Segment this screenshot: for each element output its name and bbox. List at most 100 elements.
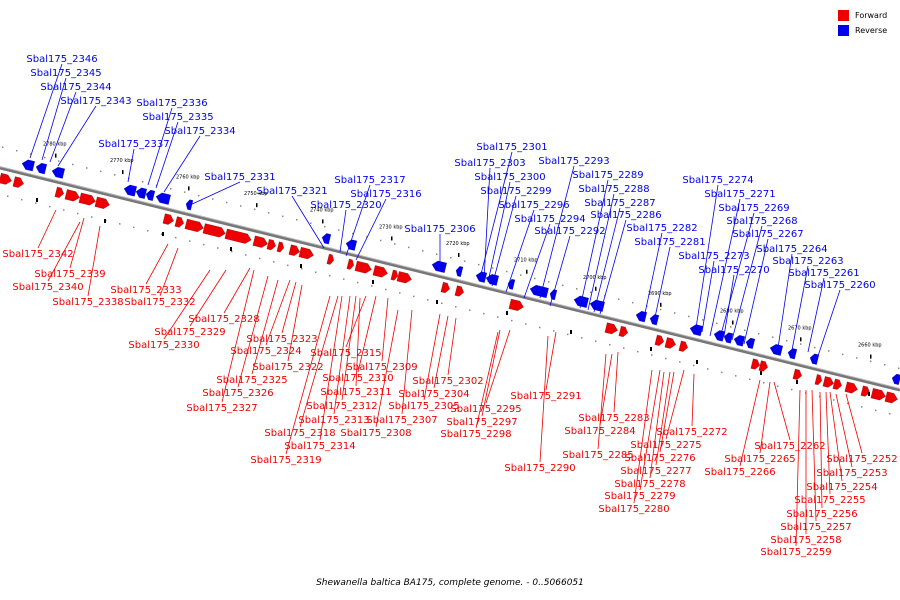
scale-tick-label: 2740 kbp: [310, 207, 334, 213]
forward-gene: [12, 176, 25, 188]
gene-label: Sbal175_2282: [626, 223, 697, 234]
leader-line: [87, 225, 101, 297]
gene-label: Sbal175_2285: [562, 450, 633, 461]
forward-gene: [618, 325, 629, 338]
leader-line: [481, 329, 501, 417]
leader-line: [539, 335, 549, 463]
forward-gene: [162, 213, 175, 225]
leader-line: [665, 369, 685, 440]
gene-label: Sbal175_2273: [678, 251, 749, 262]
reverse-gene: [485, 273, 500, 286]
guide-dot: [142, 181, 144, 183]
guide-dot: [86, 167, 88, 169]
leader-line: [345, 184, 371, 257]
leader-line: [423, 313, 441, 401]
gene-arrow: [202, 223, 226, 238]
leader-line: [759, 381, 771, 454]
gene-arrow: [860, 385, 871, 397]
guide-dot: [595, 340, 597, 343]
gene-label: Sbal175_2267: [732, 229, 803, 240]
gene-label: Sbal175_2337: [98, 139, 169, 150]
gene-arrow: [758, 360, 769, 372]
forward-gene: [94, 196, 110, 209]
legend-reverse: Reverse: [838, 23, 887, 38]
forward-gene: [266, 238, 277, 251]
gene-label: Sbal175_2310: [322, 373, 393, 384]
scale-tick-label: 2670 kbp: [788, 325, 812, 331]
gene-arrow: [455, 265, 464, 278]
reverse-gene: [713, 330, 726, 342]
reverse-gene: [345, 239, 358, 251]
scale-tick-mark: [732, 320, 734, 325]
guide-dot: [492, 267, 494, 269]
reverse-gene: [21, 159, 36, 172]
scale-tick-label: 2760 kbp: [176, 174, 200, 180]
gene-arrow: [123, 184, 138, 197]
guide-dot: [147, 230, 149, 232]
gene-label: Sbal175_2342: [2, 249, 73, 260]
forward-gene: [326, 253, 335, 265]
gene-label: Sbal175_2340: [12, 282, 83, 293]
gene-arrow: [618, 325, 629, 338]
gene-arrow: [0, 172, 12, 185]
guide-dot: [100, 170, 102, 173]
gene-label: Sbal175_2311: [320, 387, 391, 398]
guide-dot: [287, 264, 289, 267]
guide-dot: [394, 243, 396, 245]
guide-dot: [875, 409, 877, 412]
gene-label: Sbal175_2327: [186, 403, 257, 414]
gene-arrow: [507, 278, 516, 290]
gene-arrow: [135, 187, 148, 200]
guide-dot: [665, 357, 667, 360]
guide-dot: [735, 375, 737, 377]
gene-label: Sbal175_2333: [110, 285, 181, 296]
leader-line: [795, 389, 801, 547]
guide-dot: [385, 288, 387, 291]
gene-arrow: [635, 310, 648, 323]
gene-arrow: [345, 239, 358, 251]
leader-line: [777, 253, 793, 349]
forward-gene: [822, 376, 835, 388]
gene-arrow: [78, 192, 96, 206]
gene-label: Sbal175_2346: [26, 54, 97, 65]
forward-gene: [276, 241, 285, 253]
gene-arrow: [454, 285, 465, 297]
scale-tick-mark: [870, 354, 872, 359]
guide-dot: [338, 229, 340, 231]
gene-arrow: [750, 358, 761, 370]
leader-line: [701, 260, 715, 333]
guide-dot: [296, 219, 298, 221]
leader-line: [375, 309, 399, 428]
leader-line: [163, 135, 201, 193]
gene-label: Sbal175_2262: [754, 441, 825, 452]
guide-dot: [357, 281, 359, 284]
leader-line: [345, 295, 367, 348]
gene-label: Sbal175_2268: [726, 216, 797, 227]
gene-label: Sbal175_2334: [164, 126, 235, 137]
gene-arrow: [288, 244, 301, 256]
guide-dot: [483, 312, 485, 315]
forward-gene: [202, 223, 226, 238]
gene-label: Sbal175_2297: [446, 417, 517, 428]
scale-tick-label: 2710 kbp: [514, 258, 538, 264]
gene-arrow: [713, 330, 726, 342]
gene-label: Sbal175_2330: [128, 340, 199, 351]
feature-mark: [570, 330, 572, 334]
leader-line: [719, 212, 755, 339]
scale-tick-label: 2680 kbp: [720, 309, 744, 315]
feature-mark: [300, 264, 302, 268]
gene-label: Sbal175_2286: [590, 210, 661, 221]
guide-dot: [30, 153, 32, 155]
guide-dot: [7, 195, 9, 197]
feature-mark: [696, 360, 698, 364]
leader-line: [835, 393, 853, 468]
leader-line: [401, 309, 413, 415]
scale-tick-mark: [595, 286, 597, 291]
guide-dot: [203, 243, 205, 246]
guide-dot: [763, 381, 765, 384]
gene-label: Sbal175_2300: [474, 172, 545, 183]
legend: Forward Reverse: [838, 8, 887, 38]
guide-dot: [58, 160, 60, 162]
gene-label: Sbal175_2275: [630, 440, 701, 451]
